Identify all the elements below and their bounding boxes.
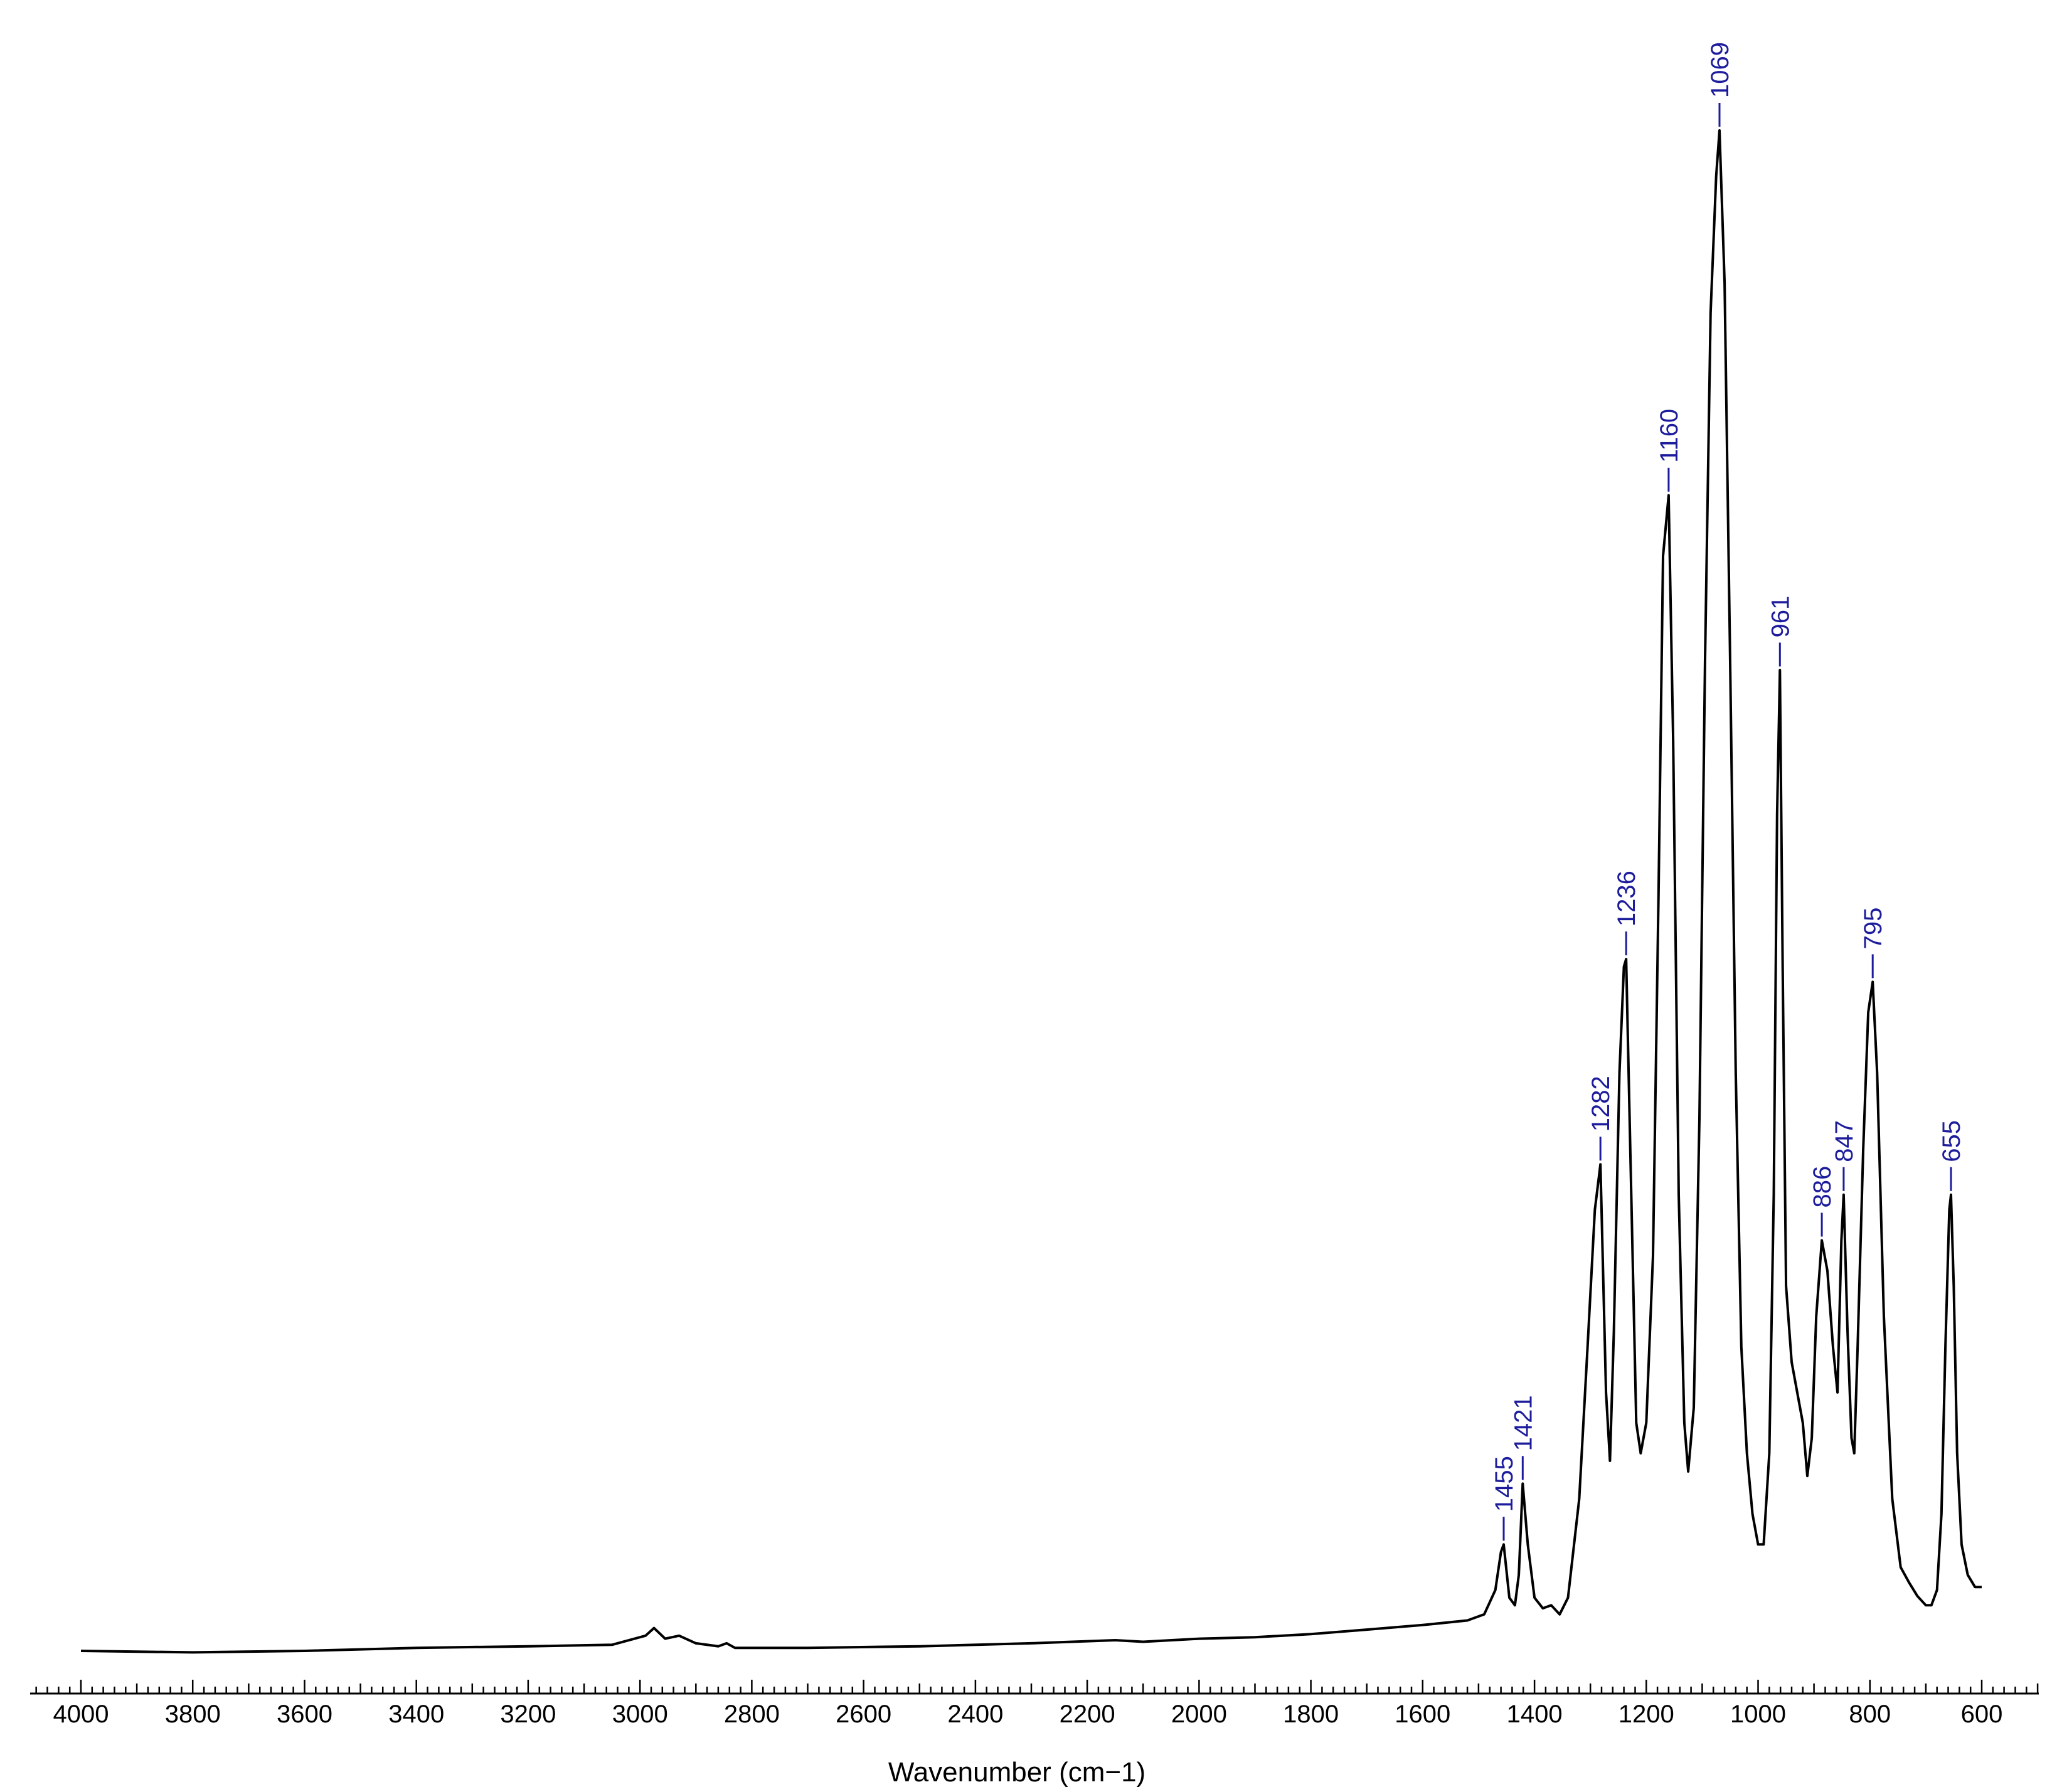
peak-label: 1282: [1587, 1076, 1615, 1132]
x-tick-label: 3000: [612, 1700, 668, 1728]
x-tick-label: 2000: [1171, 1700, 1227, 1728]
peak-annotation: 1160: [1656, 409, 1683, 492]
peak-label: 1160: [1656, 409, 1683, 463]
peak-annotation: 961: [1767, 596, 1794, 667]
x-tick-label: 1200: [1618, 1700, 1674, 1728]
x-axis-title: Wavenumber (cm−1): [888, 1757, 1145, 1788]
x-tick-label: 800: [1849, 1700, 1891, 1728]
peak-label: 961: [1767, 596, 1794, 638]
x-tick-label: 1400: [1507, 1700, 1563, 1728]
spectrum-line-0: [80, 129, 1982, 1654]
x-tick-label: 1600: [1395, 1700, 1450, 1728]
plot-area: [80, 129, 1982, 1654]
peak-annotation: 1282: [1587, 1076, 1615, 1161]
x-tick-label: 4000: [53, 1700, 109, 1728]
peak-annotation: 795: [1859, 908, 1887, 978]
peak-annotation: 1421: [1509, 1395, 1537, 1480]
peak-annotation: 1069: [1706, 42, 1734, 127]
x-axis: 4000 3800 3600 3400 3200 3000 2800 2600 2400 2200…: [30, 1680, 2039, 1728]
peak-label: 795: [1859, 908, 1887, 950]
x-tick-label: 3200: [500, 1700, 556, 1728]
peak-label: 655: [1938, 1120, 1965, 1162]
peak-annotation: 655: [1938, 1120, 1965, 1191]
x-tick-label: 3400: [388, 1700, 444, 1728]
x-tick-label: 1000: [1730, 1700, 1786, 1728]
x-tick-label: 2400: [947, 1700, 1003, 1728]
peak-annotation: 1236: [1613, 871, 1640, 956]
peak-annotation: 1455: [1491, 1456, 1518, 1541]
peak-label: 1421: [1509, 1395, 1537, 1451]
x-tick-label: 3800: [165, 1700, 221, 1728]
x-tick-label: 2200: [1060, 1700, 1115, 1728]
peak-annotation: 886: [1809, 1166, 1836, 1237]
peak-label: 1069: [1706, 42, 1734, 98]
x-tick-label: 2600: [836, 1700, 891, 1728]
peak-label: 886: [1809, 1166, 1836, 1208]
x-tick-label: 600: [1961, 1700, 2003, 1728]
x-tick-label: 3600: [277, 1700, 332, 1728]
peak-annotations: 1455 1421 1282 1236 1160 1069 961 886 847 795 655: [1491, 42, 1965, 1541]
peak-label: 1236: [1613, 871, 1640, 926]
x-tick-label: 2800: [724, 1700, 780, 1728]
peak-label: 847: [1831, 1120, 1858, 1162]
peak-label: 1455: [1491, 1456, 1518, 1512]
peak-annotation: 847: [1831, 1120, 1858, 1191]
x-tick-label: 1800: [1283, 1700, 1339, 1728]
